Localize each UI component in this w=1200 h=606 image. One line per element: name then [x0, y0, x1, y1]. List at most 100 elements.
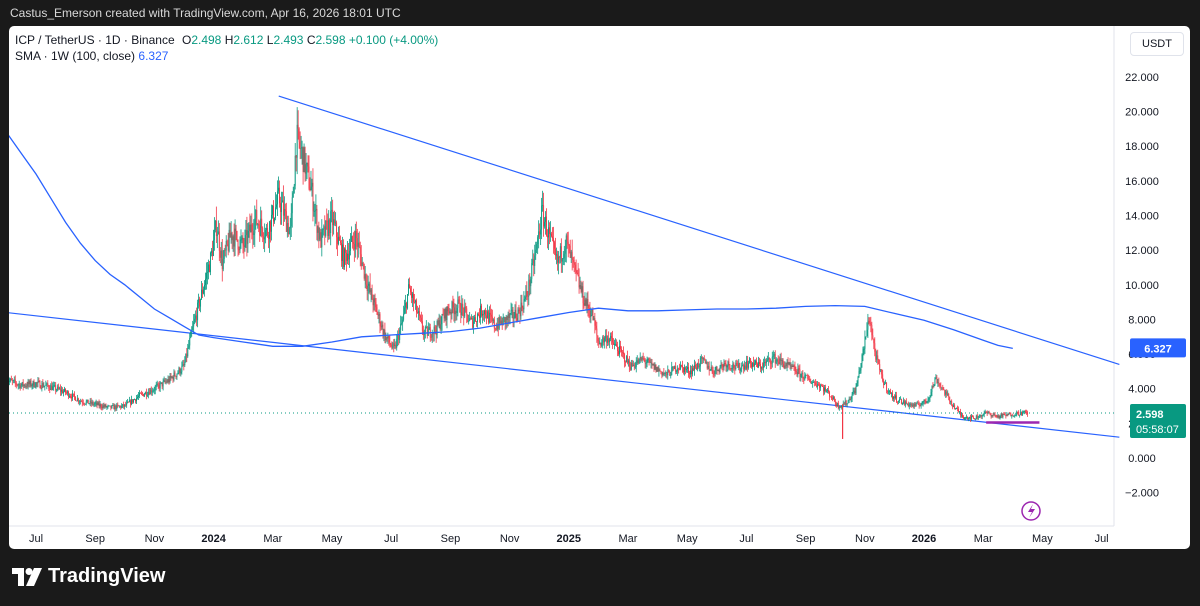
- candle: [627, 360, 629, 363]
- candle: [590, 315, 592, 317]
- candle: [383, 329, 385, 335]
- candle: [614, 343, 616, 345]
- candle: [884, 383, 886, 386]
- candle: [622, 351, 623, 353]
- candle: [256, 210, 258, 225]
- candle: [448, 311, 450, 314]
- candle: [1022, 412, 1024, 415]
- x-tick-label: Nov: [500, 533, 520, 545]
- chart-panel[interactable]: −2.0000.0002.0004.0006.0008.00010.00012.…: [9, 26, 1190, 549]
- candle: [113, 405, 115, 410]
- lightning-icon[interactable]: [1021, 501, 1041, 521]
- candle: [1005, 415, 1007, 417]
- candle: [799, 369, 801, 378]
- candle: [959, 411, 961, 413]
- candle: [291, 197, 293, 214]
- candle: [783, 363, 785, 368]
- candle: [499, 317, 501, 324]
- candle: [334, 219, 336, 224]
- candle: [711, 367, 713, 371]
- open-label: O: [181, 33, 192, 47]
- candle: [26, 385, 28, 387]
- currency-button[interactable]: USDT: [1130, 32, 1184, 56]
- y-tick-label: −2.000: [1125, 488, 1159, 500]
- candle: [621, 348, 622, 352]
- candle: [441, 314, 443, 325]
- candle: [759, 364, 761, 369]
- candle: [821, 385, 823, 387]
- candle: [465, 306, 467, 309]
- candle: [859, 370, 861, 372]
- candle: [963, 417, 964, 419]
- candle: [819, 384, 821, 388]
- candle: [372, 299, 374, 306]
- candle: [613, 342, 615, 345]
- candle: [136, 398, 137, 402]
- candle: [363, 264, 365, 279]
- candle: [901, 403, 903, 404]
- candle: [134, 399, 135, 401]
- candle: [252, 231, 254, 235]
- candle: [357, 242, 359, 247]
- candle: [972, 416, 974, 419]
- symbol-label[interactable]: ICP / TetherUS · 1D · Binance: [15, 33, 175, 47]
- candle: [650, 362, 652, 364]
- candle: [213, 229, 215, 241]
- candle: [197, 302, 199, 321]
- candle: [617, 346, 618, 351]
- candle: [404, 307, 406, 314]
- candle: [410, 288, 411, 292]
- candle: [831, 398, 833, 400]
- candle: [358, 242, 360, 247]
- candle: [225, 240, 227, 251]
- candle: [767, 357, 769, 360]
- price-chart[interactable]: −2.0000.0002.0004.0006.0008.00010.00012.…: [9, 26, 1190, 549]
- candle: [378, 314, 380, 316]
- candle: [998, 415, 1000, 419]
- candle: [618, 350, 619, 355]
- candle: [162, 381, 164, 387]
- candle: [480, 305, 481, 318]
- candle: [153, 390, 155, 392]
- candle: [755, 360, 756, 364]
- trendline-upper-resistance[interactable]: [278, 95, 1120, 366]
- candle: [414, 302, 415, 304]
- candle: [535, 249, 537, 256]
- candle: [773, 353, 775, 356]
- sma-line[interactable]: [9, 132, 1013, 350]
- candle: [56, 389, 58, 391]
- candle: [576, 270, 578, 273]
- candle: [1024, 410, 1026, 412]
- x-tick-label: 2026: [912, 533, 936, 545]
- candle: [482, 313, 483, 316]
- candle: [159, 383, 161, 389]
- candle: [764, 362, 766, 364]
- candle: [64, 388, 66, 392]
- tradingview-logo[interactable]: TradingView: [12, 565, 165, 588]
- candle: [104, 404, 106, 407]
- candle: [337, 237, 339, 244]
- candle: [899, 398, 901, 400]
- candle: [84, 403, 86, 405]
- candle: [89, 400, 91, 404]
- candle: [575, 264, 577, 271]
- candle: [304, 147, 306, 174]
- candle: [469, 318, 471, 321]
- candle: [341, 242, 342, 261]
- candle: [824, 387, 825, 392]
- candle: [105, 404, 107, 408]
- candle: [539, 231, 541, 235]
- candle: [538, 231, 540, 238]
- sma-label[interactable]: SMA · 1W (100, close): [15, 49, 136, 63]
- candle: [633, 364, 635, 368]
- candle: [845, 400, 847, 405]
- candle: [323, 226, 325, 230]
- candle: [625, 356, 627, 363]
- candle: [63, 391, 65, 394]
- trendline-lower-support[interactable]: [9, 312, 1120, 438]
- candle: [79, 401, 81, 403]
- candle: [398, 334, 400, 340]
- candle: [890, 391, 892, 394]
- x-tick-label: Sep: [441, 533, 461, 545]
- candle: [46, 383, 48, 385]
